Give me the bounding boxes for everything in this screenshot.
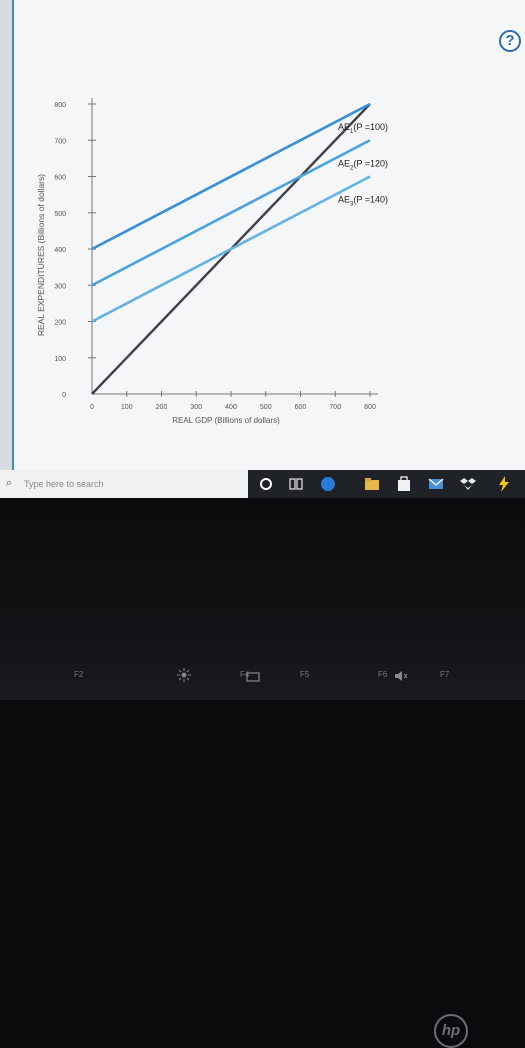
taskbar-search-box[interactable]: ⌕ Type here to search: [0, 470, 248, 498]
x-tick-label: 100: [121, 404, 133, 411]
fkey-label: F2: [74, 670, 84, 679]
taskbar: ⌕ Type here to search: [0, 470, 525, 498]
brightness-key-icon: [177, 668, 191, 682]
x-tick-label: 300: [190, 404, 202, 411]
search-icon: ⌕: [6, 477, 13, 489]
left-panel-divider: [12, 0, 14, 470]
x-tick-label: 800: [364, 404, 376, 411]
browser-icon[interactable]: [320, 476, 336, 492]
series-label-ae2: AE2(P =120): [338, 158, 388, 171]
file-explorer-icon[interactable]: [364, 476, 380, 492]
mute-key-icon: [395, 671, 408, 681]
fkey-label: F4: [240, 670, 250, 679]
task-view-icon[interactable]: [288, 476, 304, 492]
fkey-label: F7: [440, 670, 450, 679]
y-tick-label: 400: [54, 247, 66, 254]
y-axis-label: REAL EXPENDITURES (Billions of dollars): [36, 174, 46, 336]
y-tick-label: 500: [54, 211, 66, 218]
x-axis-label: REAL GDP (Billions of dollars): [172, 416, 280, 425]
series-label-ae3: AE3(P =140): [338, 195, 388, 208]
y-tick-label: 800: [54, 102, 66, 109]
help-button[interactable]: ?: [499, 30, 521, 52]
series-label-ae1: AE1(P =100): [338, 122, 388, 135]
series-line-ae3: [91, 175, 371, 323]
series-line-ae2: [91, 139, 371, 287]
x-tick-label: 0: [90, 404, 94, 411]
left-panel-strip: [0, 0, 12, 470]
chart-axes: [91, 98, 378, 395]
laptop-bezel: hp: [0, 498, 525, 1048]
mail-icon[interactable]: [428, 476, 444, 492]
chart-series-labels: AE1(P =100) AE2(P =120) AE3(P =140): [338, 122, 388, 208]
cortana-icon[interactable]: [258, 476, 274, 492]
x-tick-label: 600: [295, 404, 307, 411]
series-line-ae1: [91, 102, 371, 251]
screen: ? 0 100 200 300 400 500 600 700 800 0 100 200 300 400…: [0, 0, 525, 470]
y-tick-label: 600: [54, 175, 66, 182]
x-tick-label: 700: [329, 404, 341, 411]
chart-series: [91, 102, 371, 395]
y-tick-label: 700: [54, 138, 66, 145]
x-tick-label: 200: [156, 404, 168, 411]
x-tick-label: 400: [225, 404, 237, 411]
hp-logo: hp: [434, 1014, 468, 1048]
search-placeholder: Type here to search: [24, 479, 104, 489]
y-tick-label: 300: [54, 283, 66, 290]
dropbox-icon[interactable]: [460, 476, 476, 492]
y-tick-label: 100: [54, 356, 66, 363]
ae-chart: 0 100 200 300 400 500 600 700 800 0 100 200 300 400 50…: [36, 98, 388, 425]
y-tick-label: 200: [54, 320, 66, 327]
y-tick-label: 0: [62, 392, 66, 399]
lightning-app-icon[interactable]: [496, 476, 512, 492]
fkey-label: F6: [378, 670, 388, 679]
x-tick-label: 500: [260, 404, 272, 411]
store-icon[interactable]: [396, 476, 412, 492]
fkey-label: F5: [300, 670, 310, 679]
display-key-icon: [246, 672, 260, 682]
